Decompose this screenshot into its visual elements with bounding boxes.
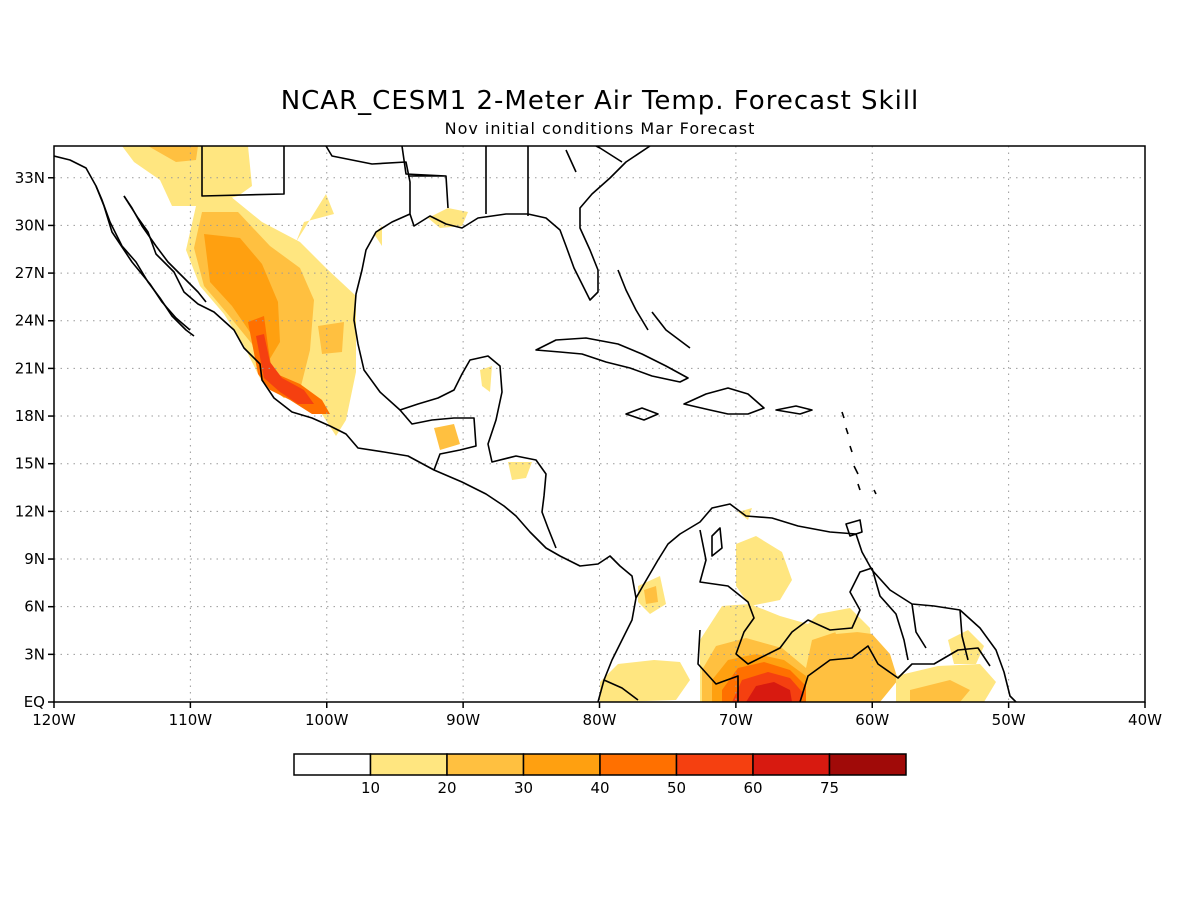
border-colombia-south	[603, 629, 991, 702]
lon-tick-label: 40W	[1128, 711, 1162, 729]
colorbar-label: 60	[743, 779, 762, 797]
us-border-lines	[201, 146, 623, 216]
coastline-us-gulf	[325, 146, 651, 301]
region-nw-mexico-border	[122, 146, 252, 206]
colorbar-label: 50	[667, 779, 686, 797]
region-west-mexico-coast	[248, 316, 344, 414]
lat-tick-label: 18N	[15, 407, 45, 425]
lake-maracaibo	[711, 527, 723, 557]
lat-tick-label: 9N	[24, 550, 45, 568]
lon-tick-label: 50W	[992, 711, 1026, 729]
region-guyana-brazil	[806, 630, 898, 702]
colorbar-swatch	[446, 753, 525, 776]
coastline-south-america	[635, 503, 1017, 702]
skill-shade-level-1	[374, 226, 382, 246]
coastline-pacific-south-america	[597, 597, 637, 702]
lon-tick-label: 60W	[855, 711, 889, 729]
lat-tick-label: EQ	[24, 693, 45, 711]
coastline-baja-california	[95, 185, 207, 337]
skill-shade-level-1	[738, 508, 752, 520]
lon-tick-label: 120W	[32, 711, 76, 729]
skill-shade-level-2	[148, 146, 198, 162]
colorbar-label: 10	[361, 779, 380, 797]
coastline-cuba	[535, 337, 689, 383]
region-colombia-south	[600, 660, 690, 702]
skill-shade-level-2	[318, 322, 344, 354]
lat-tick-label: 12N	[15, 502, 45, 520]
lon-tick-label: 100W	[305, 711, 349, 729]
border-guianas	[871, 567, 969, 661]
colorbar-label: 20	[437, 779, 456, 797]
colorbar-swatch	[752, 753, 831, 776]
lat-tick-label: 30N	[15, 216, 45, 234]
coastline-puerto-rico	[775, 405, 813, 415]
skill-shade-level-6	[746, 682, 792, 702]
lat-tick-label: 21N	[15, 359, 45, 377]
border-mexico-guatemala	[399, 409, 477, 471]
region-honduras	[508, 462, 532, 480]
colorbar-label: 75	[820, 779, 839, 797]
lat-tick-label: 3N	[24, 645, 45, 663]
map-axes: 120W 110W 100W 90W 80W 70W 60W 50W 40W EQ 3N 6N 9N 12…	[15, 169, 1162, 729]
region-venezuela-north	[736, 536, 792, 606]
region-amapa	[948, 630, 984, 664]
region-south-texas	[428, 208, 468, 228]
colorbar-swatch	[522, 753, 601, 776]
region-guatemala	[434, 424, 460, 450]
skill-shade-level-1	[122, 146, 252, 206]
lat-tick-label: 27N	[15, 264, 45, 282]
colorbar-swatch	[293, 753, 372, 776]
colorbar-swatch	[369, 753, 448, 776]
colorbar: 10 20 30 40 50 60 75	[293, 753, 907, 797]
lon-tick-label: 110W	[169, 711, 213, 729]
chart-title: NCAR_CESM1 2-Meter Air Temp. Forecast Sk…	[280, 86, 920, 116]
coastline-bahamas	[617, 269, 691, 349]
lat-tick-label: 15N	[15, 455, 45, 473]
chart-subtitle: Nov initial conditions Mar Forecast	[444, 119, 756, 138]
skill-shade-level-2	[910, 680, 970, 702]
coastline-hispaniola	[683, 387, 765, 415]
coastline-jamaica	[625, 407, 659, 421]
border-venezuela-colombia	[699, 529, 873, 665]
colorbar-swatch	[828, 753, 907, 776]
lon-tick-label: 90W	[446, 711, 480, 729]
skill-shade-level-5	[256, 334, 314, 404]
colorbar-swatch	[599, 753, 678, 776]
coastline-trinidad	[845, 519, 863, 537]
lat-tick-label: 33N	[15, 169, 45, 187]
skill-shading	[122, 146, 996, 702]
lat-tick-label: 6N	[24, 598, 45, 616]
coastline-lesser-antilles	[841, 411, 877, 495]
coastlines	[54, 146, 1017, 702]
lat-tick-label: 24N	[15, 312, 45, 330]
skill-shade-level-1	[296, 194, 334, 242]
colorbar-label: 40	[590, 779, 609, 797]
region-yucatan	[480, 366, 492, 392]
coastline-mexico-gulf	[353, 213, 557, 549]
lon-tick-label: 70W	[719, 711, 753, 729]
region-sierra-madre-occidental	[186, 194, 356, 436]
lon-tick-label: 80W	[583, 711, 617, 729]
skill-shade-level-2	[644, 586, 658, 604]
colorbar-label: 30	[514, 779, 533, 797]
colorbar-swatch	[675, 753, 754, 776]
